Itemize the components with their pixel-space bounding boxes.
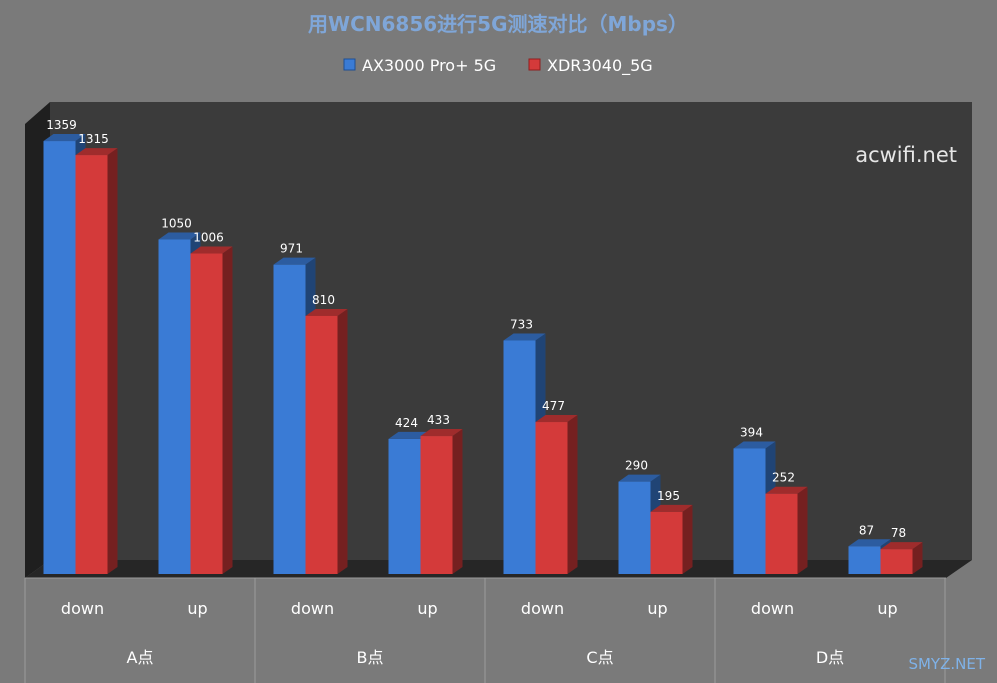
legend-label-series-2: XDR3040_5G (547, 56, 653, 76)
value-label-2-1: 1315 (78, 132, 109, 146)
bar-2-7 (765, 486, 808, 574)
bar-1-6 (618, 474, 661, 574)
value-label-2-5: 477 (542, 399, 565, 413)
category-label-7: down (751, 599, 794, 618)
group-label-1: A点 (127, 648, 154, 667)
bar-2-6 (650, 504, 693, 574)
group-label-3: C点 (586, 648, 613, 667)
corner-mark-text: SMYZ.NET (908, 655, 985, 673)
legend: AX3000 Pro+ 5G XDR3040_5G (343, 56, 653, 76)
category-label-1: down (61, 599, 104, 618)
category-label-6: up (647, 599, 667, 618)
value-label-2-4: 433 (427, 413, 450, 427)
axis-table-lines (24, 577, 946, 683)
bar-2-2 (190, 246, 233, 574)
bar-1-5 (503, 333, 546, 574)
value-label-1-1: 1359 (46, 118, 77, 132)
value-label-2-8: 78 (891, 526, 906, 540)
group-label-4: D点 (816, 648, 844, 667)
category-label-8: up (877, 599, 897, 618)
bar-2-8 (880, 542, 923, 574)
bars-layer (43, 134, 923, 575)
bar-2-3 (305, 308, 348, 574)
chart-title: 用WCN6856进行5G测速对比（Mbps） (308, 12, 688, 36)
value-label-1-3: 971 (280, 242, 303, 256)
legend-swatch-series-1 (343, 58, 356, 71)
value-label-2-6: 195 (657, 489, 680, 503)
group-label-2: B点 (357, 648, 384, 667)
value-label-1-7: 394 (740, 425, 763, 439)
bar-2-5 (535, 415, 578, 574)
legend-swatch-series-2 (528, 58, 541, 71)
value-label-1-4: 424 (395, 416, 418, 430)
category-label-5: down (521, 599, 564, 618)
value-label-1-5: 733 (510, 317, 533, 331)
bar-2-1 (75, 148, 118, 575)
bar-2-4 (420, 429, 463, 574)
watermark-text: acwifi.net (855, 143, 957, 167)
category-label-4: up (417, 599, 437, 618)
legend-label-series-1: AX3000 Pro+ 5G (362, 56, 496, 75)
category-label-3: down (291, 599, 334, 618)
value-label-1-6: 290 (625, 459, 648, 473)
category-labels-layer: down up down up down up down up (61, 599, 898, 618)
value-label-1-2: 1050 (161, 217, 192, 231)
group-labels-layer: A点 B点 C点 D点 (127, 648, 845, 667)
category-label-2: up (187, 599, 207, 618)
value-label-2-3: 810 (312, 293, 335, 307)
value-label-1-8: 87 (859, 523, 874, 537)
value-label-2-2: 1006 (193, 231, 224, 245)
value-label-2-7: 252 (772, 471, 795, 485)
